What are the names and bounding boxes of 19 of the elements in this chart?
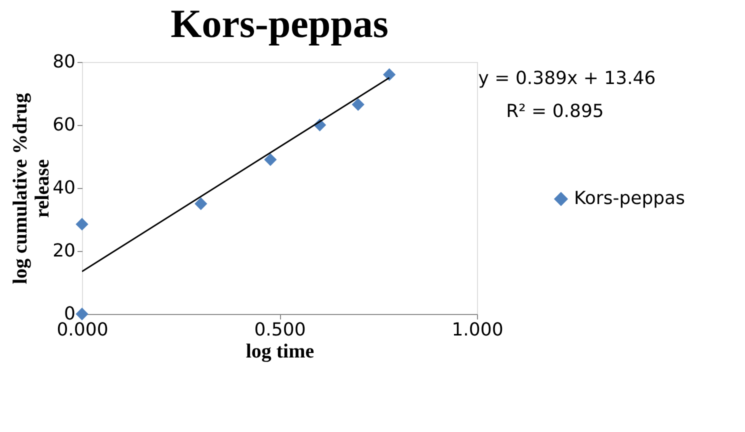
point bbox=[76, 308, 88, 320]
y-tick-label: 60 bbox=[52, 114, 76, 136]
point bbox=[382, 68, 396, 81]
point bbox=[264, 153, 277, 166]
y-axis-title: log cumulative %drug release bbox=[10, 92, 54, 284]
text: R² = 0.895 bbox=[506, 101, 604, 122]
y-tick-label: 20 bbox=[52, 240, 76, 262]
legend-label: Kors-peppas bbox=[574, 188, 685, 209]
x-axis-title: log time bbox=[246, 340, 314, 362]
text: y = 0.389x + 13.46 bbox=[478, 68, 656, 89]
point bbox=[76, 218, 88, 231]
x-tick-label: 0.000 bbox=[56, 320, 108, 340]
x-tick-label: 0.500 bbox=[254, 320, 306, 340]
chart-title: Kors-peppas bbox=[170, 1, 388, 46]
y-tick-label: 40 bbox=[52, 178, 76, 198]
point bbox=[194, 197, 208, 210]
point bbox=[352, 98, 364, 111]
y-tick-label: 80 bbox=[52, 52, 76, 72]
x-tick-label: 1.000 bbox=[452, 320, 504, 340]
